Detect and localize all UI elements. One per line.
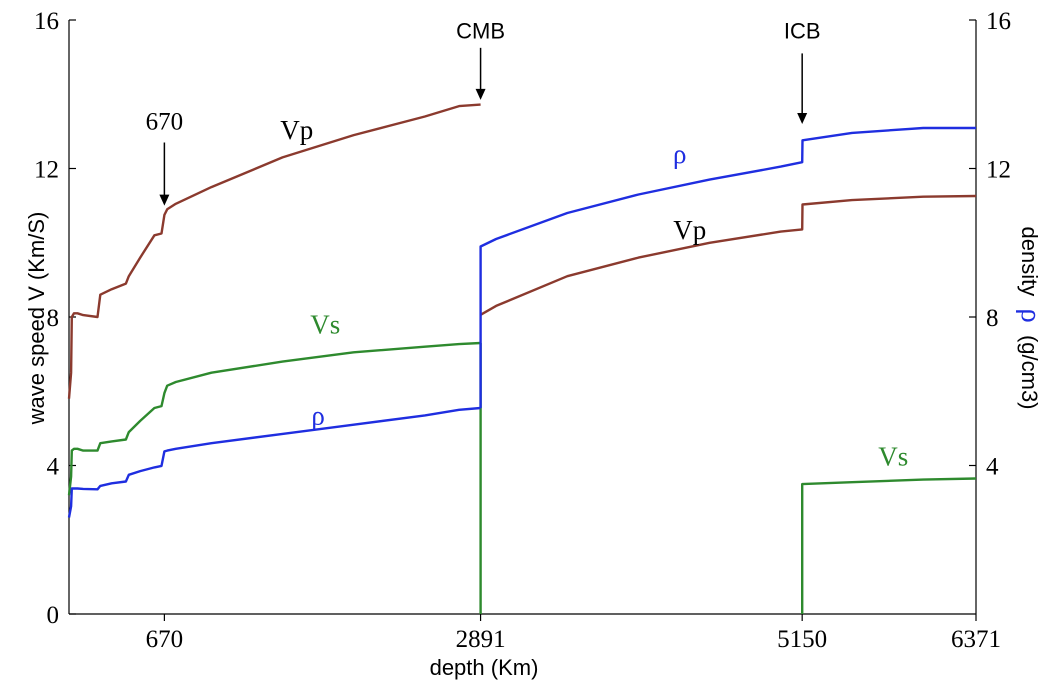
series-label-vp: Vp (673, 215, 706, 245)
y-left-tick-label: 12 (34, 157, 59, 184)
y-left-tick-label: 0 (47, 602, 60, 629)
annotation-arrow-head (797, 112, 808, 124)
chart-axes: 0 4 8 12 16 4 8 12 16 670 2891 5150 6371 (34, 8, 1011, 653)
right-axis-title-symbol: ρ (1015, 308, 1047, 322)
y-left-tick-label: 4 (47, 454, 60, 481)
series-label-rho: ρ (673, 139, 686, 169)
series-line-rho (67, 406, 481, 518)
x-axis-title: depth (Km) (430, 655, 539, 680)
y-left-tick-label: 8 (47, 305, 60, 332)
annotation-label: ICB (784, 19, 821, 44)
x-tick-label: 5150 (777, 626, 827, 653)
y-right-tick-label: 12 (986, 157, 1011, 184)
y-right-tick-label: 16 (986, 8, 1011, 35)
svg-text:density ρ (g/cm3): density ρ (g/cm3) (1015, 226, 1047, 409)
x-tick-label: 2891 (456, 626, 506, 653)
annotation-arrow-head (475, 88, 486, 100)
series-label-vs: Vs (310, 310, 340, 340)
series-line-vs (67, 341, 481, 496)
chart-series (67, 103, 977, 614)
series-line-vp (480, 194, 977, 316)
x-tick-label: 6371 (951, 626, 1001, 653)
annotation-arrow-head (159, 194, 170, 206)
chart-annotations: 670 CMB ICB (146, 19, 821, 206)
left-axis-title: wave speed V (Km/S) (24, 212, 49, 426)
annotation-label: 670 (146, 109, 184, 136)
y-right-tick-label: 8 (986, 305, 999, 332)
series-label-vs: Vs (878, 442, 908, 472)
right-axis-title-units: (g/cm3) (1017, 335, 1042, 410)
series-line-rho (479, 126, 976, 408)
series-label-rho: ρ (311, 401, 324, 431)
right-axis-title-prefix: density (1017, 226, 1042, 296)
series-line-vp (67, 103, 481, 399)
series-label-vp: Vp (280, 115, 313, 145)
right-axis-title: density ρ (g/cm3) (1015, 226, 1047, 409)
series-line-vs (801, 477, 977, 614)
y-left-tick-label: 16 (34, 8, 59, 35)
x-tick-label: 670 (146, 626, 184, 653)
y-right-tick-label: 4 (986, 454, 999, 481)
chart-series-labels: Vp Vp Vs Vs ρ ρ (280, 115, 908, 472)
annotation-label: CMB (456, 19, 505, 44)
